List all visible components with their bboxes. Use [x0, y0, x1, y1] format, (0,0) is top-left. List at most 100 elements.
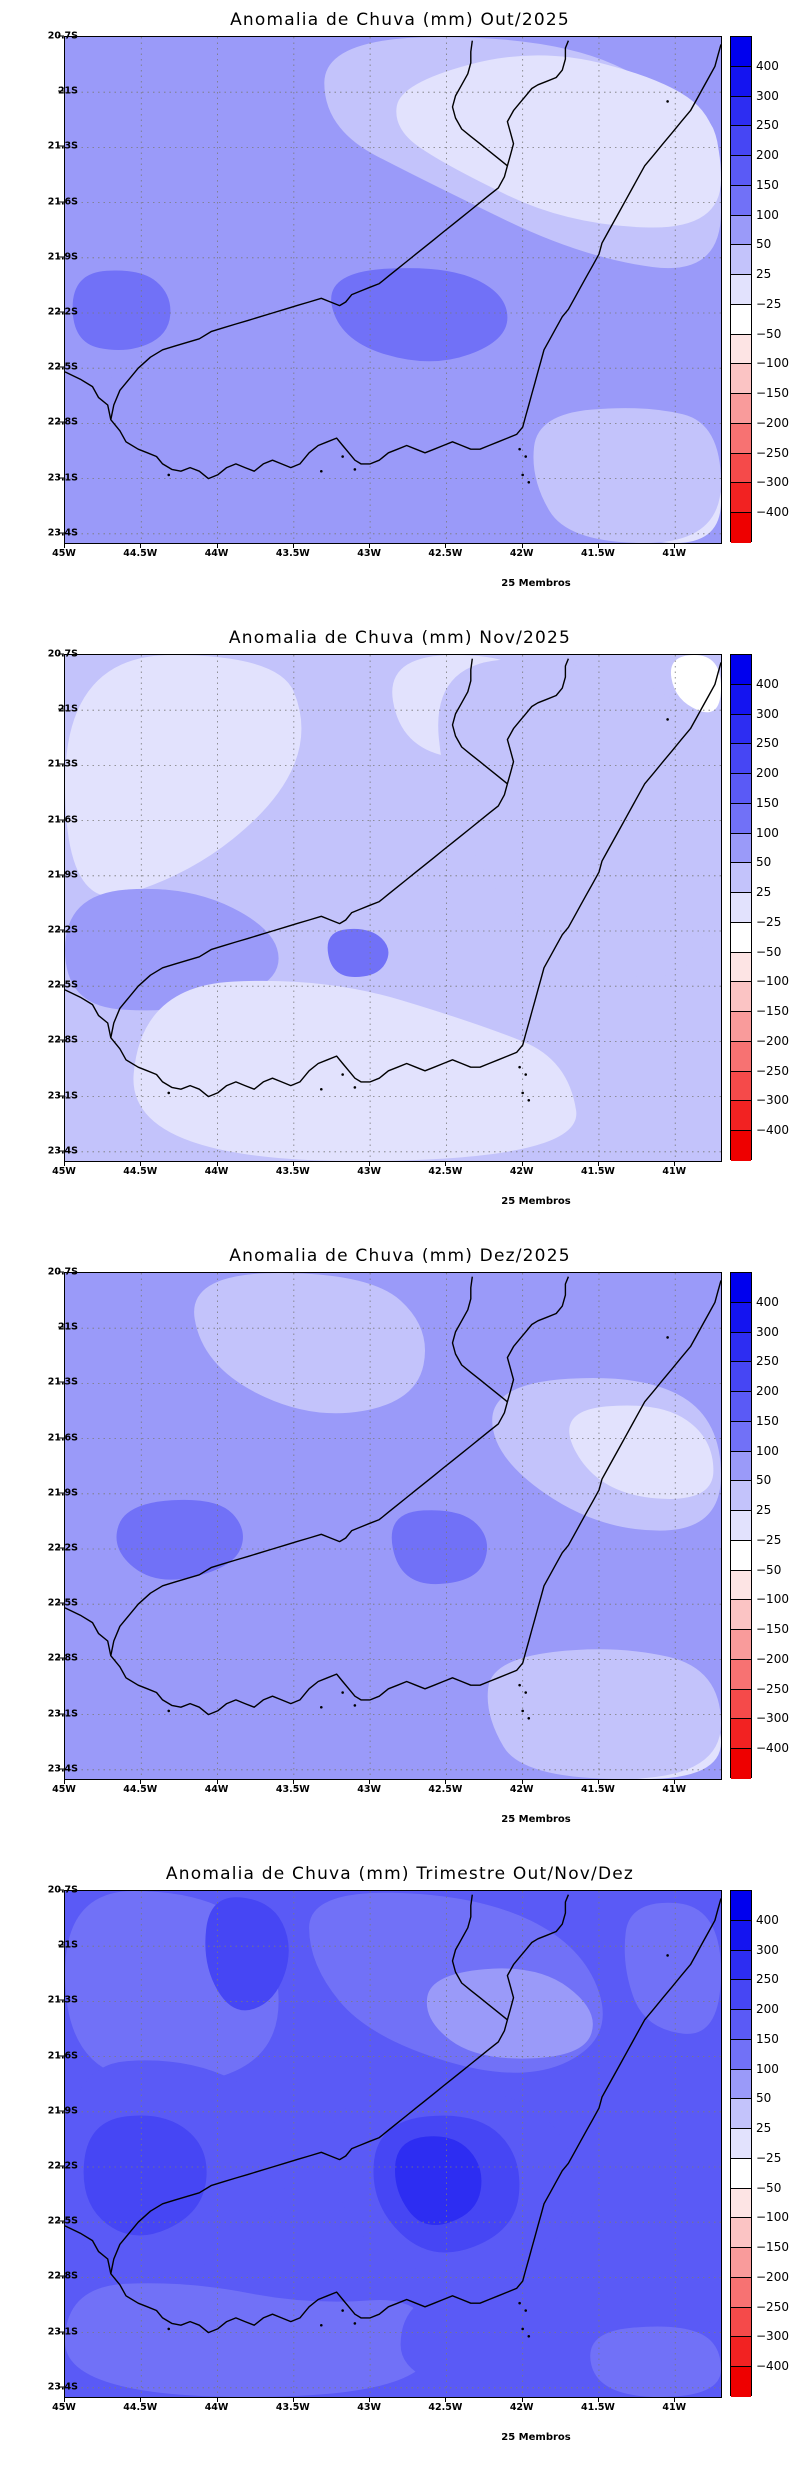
colorbar-segment — [731, 1980, 751, 2010]
x-axis-tick — [216, 1161, 218, 1166]
island-marker — [524, 455, 528, 458]
colorbar-segment — [731, 2039, 751, 2070]
colorbar-tick-label: 400 — [756, 1294, 779, 1309]
island-marker — [666, 718, 669, 721]
y-axis-label: 21.6S — [20, 2050, 78, 2061]
colorbar-tick-label: 300 — [756, 706, 779, 721]
x-axis-label: 42.5W — [428, 1784, 463, 1795]
x-axis-tick — [674, 1161, 676, 1166]
y-axis-label: 21.3S — [20, 1995, 78, 2006]
colorbar-segment — [731, 1600, 751, 1630]
colorbar-tick-label: 25 — [756, 267, 772, 282]
island-marker — [319, 1705, 323, 1709]
x-axis-label: 43.5W — [275, 548, 310, 559]
colorbar-tick-label: −50 — [756, 1562, 782, 1577]
y-axis-tick — [58, 201, 64, 203]
members-footnote: 25 Membros — [501, 1196, 571, 1207]
x-axis-tick — [597, 1161, 599, 1166]
colorbar-segment — [731, 863, 751, 893]
coastline — [65, 44, 721, 480]
colorbar-tick-label: 100 — [756, 207, 779, 222]
contour-region — [65, 655, 302, 897]
state-border-north — [451, 1894, 508, 2021]
colorbar-segment — [731, 2099, 751, 2129]
y-axis-tick — [58, 1326, 64, 1328]
x-axis-tick — [597, 543, 599, 548]
contour-region — [670, 655, 721, 713]
colorbar-tick-label: −250 — [756, 1063, 789, 1078]
x-axis-tick — [597, 2397, 599, 2402]
y-axis-label: 22.8S — [20, 1035, 78, 1046]
colorbar-tick-label: −250 — [756, 445, 789, 460]
colorbar-tick-labels: 400 300 250 200 150 100 50 25 −25 −50 −100 −150 −200… — [756, 1272, 800, 1778]
y-axis-tick — [58, 256, 64, 258]
colorbar-tick-label: −200 — [756, 1651, 789, 1666]
map-plot-area — [64, 654, 722, 1162]
contour-region — [65, 888, 279, 1011]
island-marker — [341, 1073, 344, 1076]
colorbar — [730, 654, 752, 1161]
colorbar-segment — [731, 215, 751, 246]
x-axis-label: 41.5W — [580, 548, 615, 559]
y-axis-tick — [58, 1150, 64, 1152]
members-footnote: 25 Membros — [501, 578, 571, 589]
y-axis-tick — [58, 90, 64, 92]
state-border — [110, 40, 570, 420]
y-axis-tick — [58, 145, 64, 147]
colorbar-tick-label: −150 — [756, 1004, 789, 1019]
colorbar-tick-label: 250 — [756, 1354, 779, 1369]
colorbar-tick-label: 150 — [756, 795, 779, 810]
y-axis-label: 21.9S — [20, 869, 78, 880]
island-marker — [319, 2323, 323, 2327]
colorbar-segment — [731, 1012, 751, 1042]
island-marker — [518, 447, 521, 451]
state-border-north — [451, 658, 508, 785]
panel-title: Anomalia de Chuva (mm) Out/2025 — [230, 10, 570, 30]
colorbar-tick-label: 50 — [756, 1473, 772, 1488]
map-plot-area — [64, 1890, 722, 2398]
x-axis-tick — [445, 1161, 447, 1166]
y-axis-label: 21S — [57, 1939, 78, 1951]
colorbar-segment — [731, 2069, 751, 2100]
x-axis-label: 42W — [509, 1166, 534, 1177]
colorbar-tick-label: 250 — [756, 736, 779, 751]
island-marker — [521, 2327, 524, 2331]
colorbar-tick-label: 400 — [756, 58, 779, 73]
y-axis-tick — [58, 311, 64, 313]
x-axis-label: 43.5W — [275, 1784, 310, 1795]
y-axis-tick — [58, 2331, 64, 2333]
colorbar-tick-label: 25 — [756, 1503, 772, 1518]
contour-region — [391, 1510, 488, 1585]
island-marker — [524, 1073, 528, 1076]
colorbar-segment — [731, 2129, 751, 2159]
contour-region — [72, 270, 171, 351]
state-border-north — [451, 40, 508, 167]
x-axis-tick — [521, 1161, 523, 1166]
x-axis-tick — [140, 543, 142, 548]
x-axis-tick — [445, 543, 447, 548]
colorbar-segment — [731, 1071, 751, 1102]
colorbar-tick-label: −50 — [756, 326, 782, 341]
colorbar-segment — [731, 1570, 751, 1601]
y-axis-label: 23.4S — [20, 1763, 78, 1774]
x-axis-label: 43.5W — [275, 1166, 310, 1177]
colorbar-segment — [731, 364, 751, 394]
island-marker — [527, 2334, 531, 2338]
y-axis-tick — [58, 929, 64, 931]
island-marker — [524, 2309, 528, 2312]
x-axis-tick — [292, 1161, 294, 1166]
contour-region — [205, 1897, 289, 2011]
colorbar-tick-label: 250 — [756, 118, 779, 133]
state-border — [110, 1276, 570, 1656]
y-axis-tick — [58, 1944, 64, 1946]
colorbar-segment — [731, 922, 751, 953]
colorbar — [730, 36, 752, 543]
island-marker — [353, 1086, 357, 1089]
colorbar-segment — [731, 1481, 751, 1511]
y-axis-tick — [58, 653, 64, 655]
x-axis-label: 42W — [509, 548, 534, 559]
island-marker — [341, 2309, 344, 2312]
x-axis-tick — [292, 2397, 294, 2402]
colorbar-tick-label: 300 — [756, 1942, 779, 1957]
x-axis-tick — [369, 2397, 371, 2402]
